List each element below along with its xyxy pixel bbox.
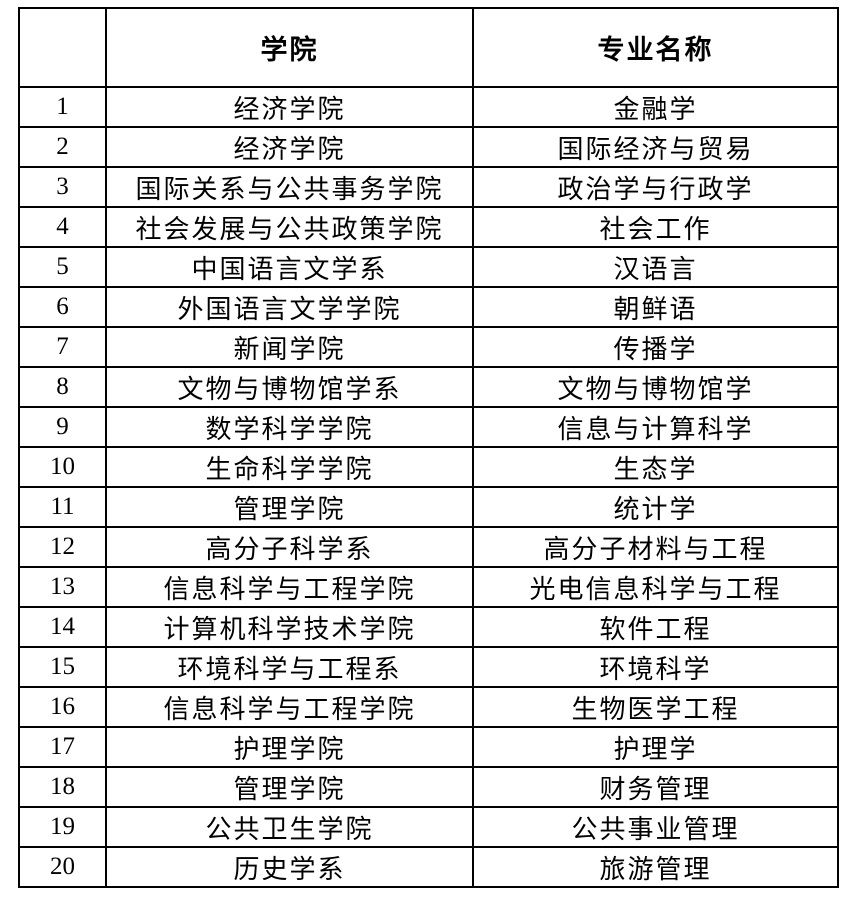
row-college-cell: 管理学院 — [105, 766, 474, 808]
row-index-cell: 16 — [18, 686, 107, 728]
row-index-cell: 19 — [18, 806, 107, 848]
row-college-cell: 信息科学与工程学院 — [105, 686, 474, 728]
row-college-cell: 护理学院 — [105, 726, 474, 768]
row-index-cell: 5 — [18, 246, 107, 288]
row-college-cell: 管理学院 — [105, 486, 474, 528]
table-row: 17 护理学院 护理学 — [18, 726, 839, 768]
table-row: 14 计算机科学技术学院 软件工程 — [18, 606, 839, 648]
row-index-cell: 8 — [18, 366, 107, 408]
college-major-table: 学院 专业名称 1 经济学院 金融学 2 经济学院 国际经济与贸易 3 国际关系… — [18, 7, 839, 888]
table-header: 学院 专业名称 — [18, 7, 839, 88]
row-college-cell: 经济学院 — [105, 126, 474, 168]
row-college-cell: 历史学系 — [105, 846, 474, 888]
row-major-cell: 朝鲜语 — [472, 286, 839, 328]
row-index-cell: 20 — [18, 846, 107, 888]
row-index-cell: 17 — [18, 726, 107, 768]
table-row: 3 国际关系与公共事务学院 政治学与行政学 — [18, 166, 839, 208]
row-major-cell: 金融学 — [472, 86, 839, 128]
row-index-cell: 12 — [18, 526, 107, 568]
row-major-cell: 光电信息科学与工程 — [472, 566, 839, 608]
row-index-cell: 6 — [18, 286, 107, 328]
table-row: 1 经济学院 金融学 — [18, 86, 839, 128]
row-major-cell: 统计学 — [472, 486, 839, 528]
row-major-cell: 高分子材料与工程 — [472, 526, 839, 568]
table-row: 9 数学科学学院 信息与计算科学 — [18, 406, 839, 448]
row-college-cell: 经济学院 — [105, 86, 474, 128]
row-index-cell: 10 — [18, 446, 107, 488]
row-college-cell: 文物与博物馆学系 — [105, 366, 474, 408]
table-row: 12 高分子科学系 高分子材料与工程 — [18, 526, 839, 568]
table-row: 18 管理学院 财务管理 — [18, 766, 839, 808]
table-row: 6 外国语言文学学院 朝鲜语 — [18, 286, 839, 328]
row-index-cell: 14 — [18, 606, 107, 648]
row-major-cell: 旅游管理 — [472, 846, 839, 888]
table-row: 16 信息科学与工程学院 生物医学工程 — [18, 686, 839, 728]
row-major-cell: 传播学 — [472, 326, 839, 368]
row-index-cell: 3 — [18, 166, 107, 208]
header-row: 学院 专业名称 — [18, 7, 839, 88]
table-row: 2 经济学院 国际经济与贸易 — [18, 126, 839, 168]
row-college-cell: 数学科学学院 — [105, 406, 474, 448]
table-row: 15 环境科学与工程系 环境科学 — [18, 646, 839, 688]
row-major-cell: 护理学 — [472, 726, 839, 768]
row-major-cell: 财务管理 — [472, 766, 839, 808]
table-body: 1 经济学院 金融学 2 经济学院 国际经济与贸易 3 国际关系与公共事务学院 … — [18, 86, 839, 888]
row-college-cell: 高分子科学系 — [105, 526, 474, 568]
row-college-cell: 国际关系与公共事务学院 — [105, 166, 474, 208]
row-index-cell: 13 — [18, 566, 107, 608]
row-major-cell: 社会工作 — [472, 206, 839, 248]
row-major-cell: 环境科学 — [472, 646, 839, 688]
table-row: 5 中国语言文学系 汉语言 — [18, 246, 839, 288]
row-major-cell: 国际经济与贸易 — [472, 126, 839, 168]
table-row: 7 新闻学院 传播学 — [18, 326, 839, 368]
row-index-cell: 9 — [18, 406, 107, 448]
table-row: 11 管理学院 统计学 — [18, 486, 839, 528]
document-page: 学院 专业名称 1 经济学院 金融学 2 经济学院 国际经济与贸易 3 国际关系… — [18, 7, 839, 888]
row-college-cell: 生命科学学院 — [105, 446, 474, 488]
table-row: 13 信息科学与工程学院 光电信息科学与工程 — [18, 566, 839, 608]
row-major-cell: 政治学与行政学 — [472, 166, 839, 208]
row-index-cell: 15 — [18, 646, 107, 688]
table-row: 8 文物与博物馆学系 文物与博物馆学 — [18, 366, 839, 408]
row-college-cell: 计算机科学技术学院 — [105, 606, 474, 648]
header-cell-index — [18, 7, 107, 88]
row-index-cell: 2 — [18, 126, 107, 168]
row-major-cell: 软件工程 — [472, 606, 839, 648]
row-college-cell: 外国语言文学学院 — [105, 286, 474, 328]
row-major-cell: 公共事业管理 — [472, 806, 839, 848]
row-college-cell: 社会发展与公共政策学院 — [105, 206, 474, 248]
row-college-cell: 信息科学与工程学院 — [105, 566, 474, 608]
row-index-cell: 1 — [18, 86, 107, 128]
row-college-cell: 中国语言文学系 — [105, 246, 474, 288]
header-cell-major: 专业名称 — [472, 7, 839, 88]
header-cell-college: 学院 — [105, 7, 474, 88]
row-major-cell: 信息与计算科学 — [472, 406, 839, 448]
table-row: 19 公共卫生学院 公共事业管理 — [18, 806, 839, 848]
row-major-cell: 生态学 — [472, 446, 839, 488]
row-major-cell: 文物与博物馆学 — [472, 366, 839, 408]
table-row: 4 社会发展与公共政策学院 社会工作 — [18, 206, 839, 248]
row-index-cell: 18 — [18, 766, 107, 808]
row-major-cell: 生物医学工程 — [472, 686, 839, 728]
table-row: 20 历史学系 旅游管理 — [18, 846, 839, 888]
row-index-cell: 11 — [18, 486, 107, 528]
row-major-cell: 汉语言 — [472, 246, 839, 288]
row-college-cell: 新闻学院 — [105, 326, 474, 368]
row-college-cell: 环境科学与工程系 — [105, 646, 474, 688]
row-index-cell: 4 — [18, 206, 107, 248]
table-row: 10 生命科学学院 生态学 — [18, 446, 839, 488]
row-college-cell: 公共卫生学院 — [105, 806, 474, 848]
row-index-cell: 7 — [18, 326, 107, 368]
